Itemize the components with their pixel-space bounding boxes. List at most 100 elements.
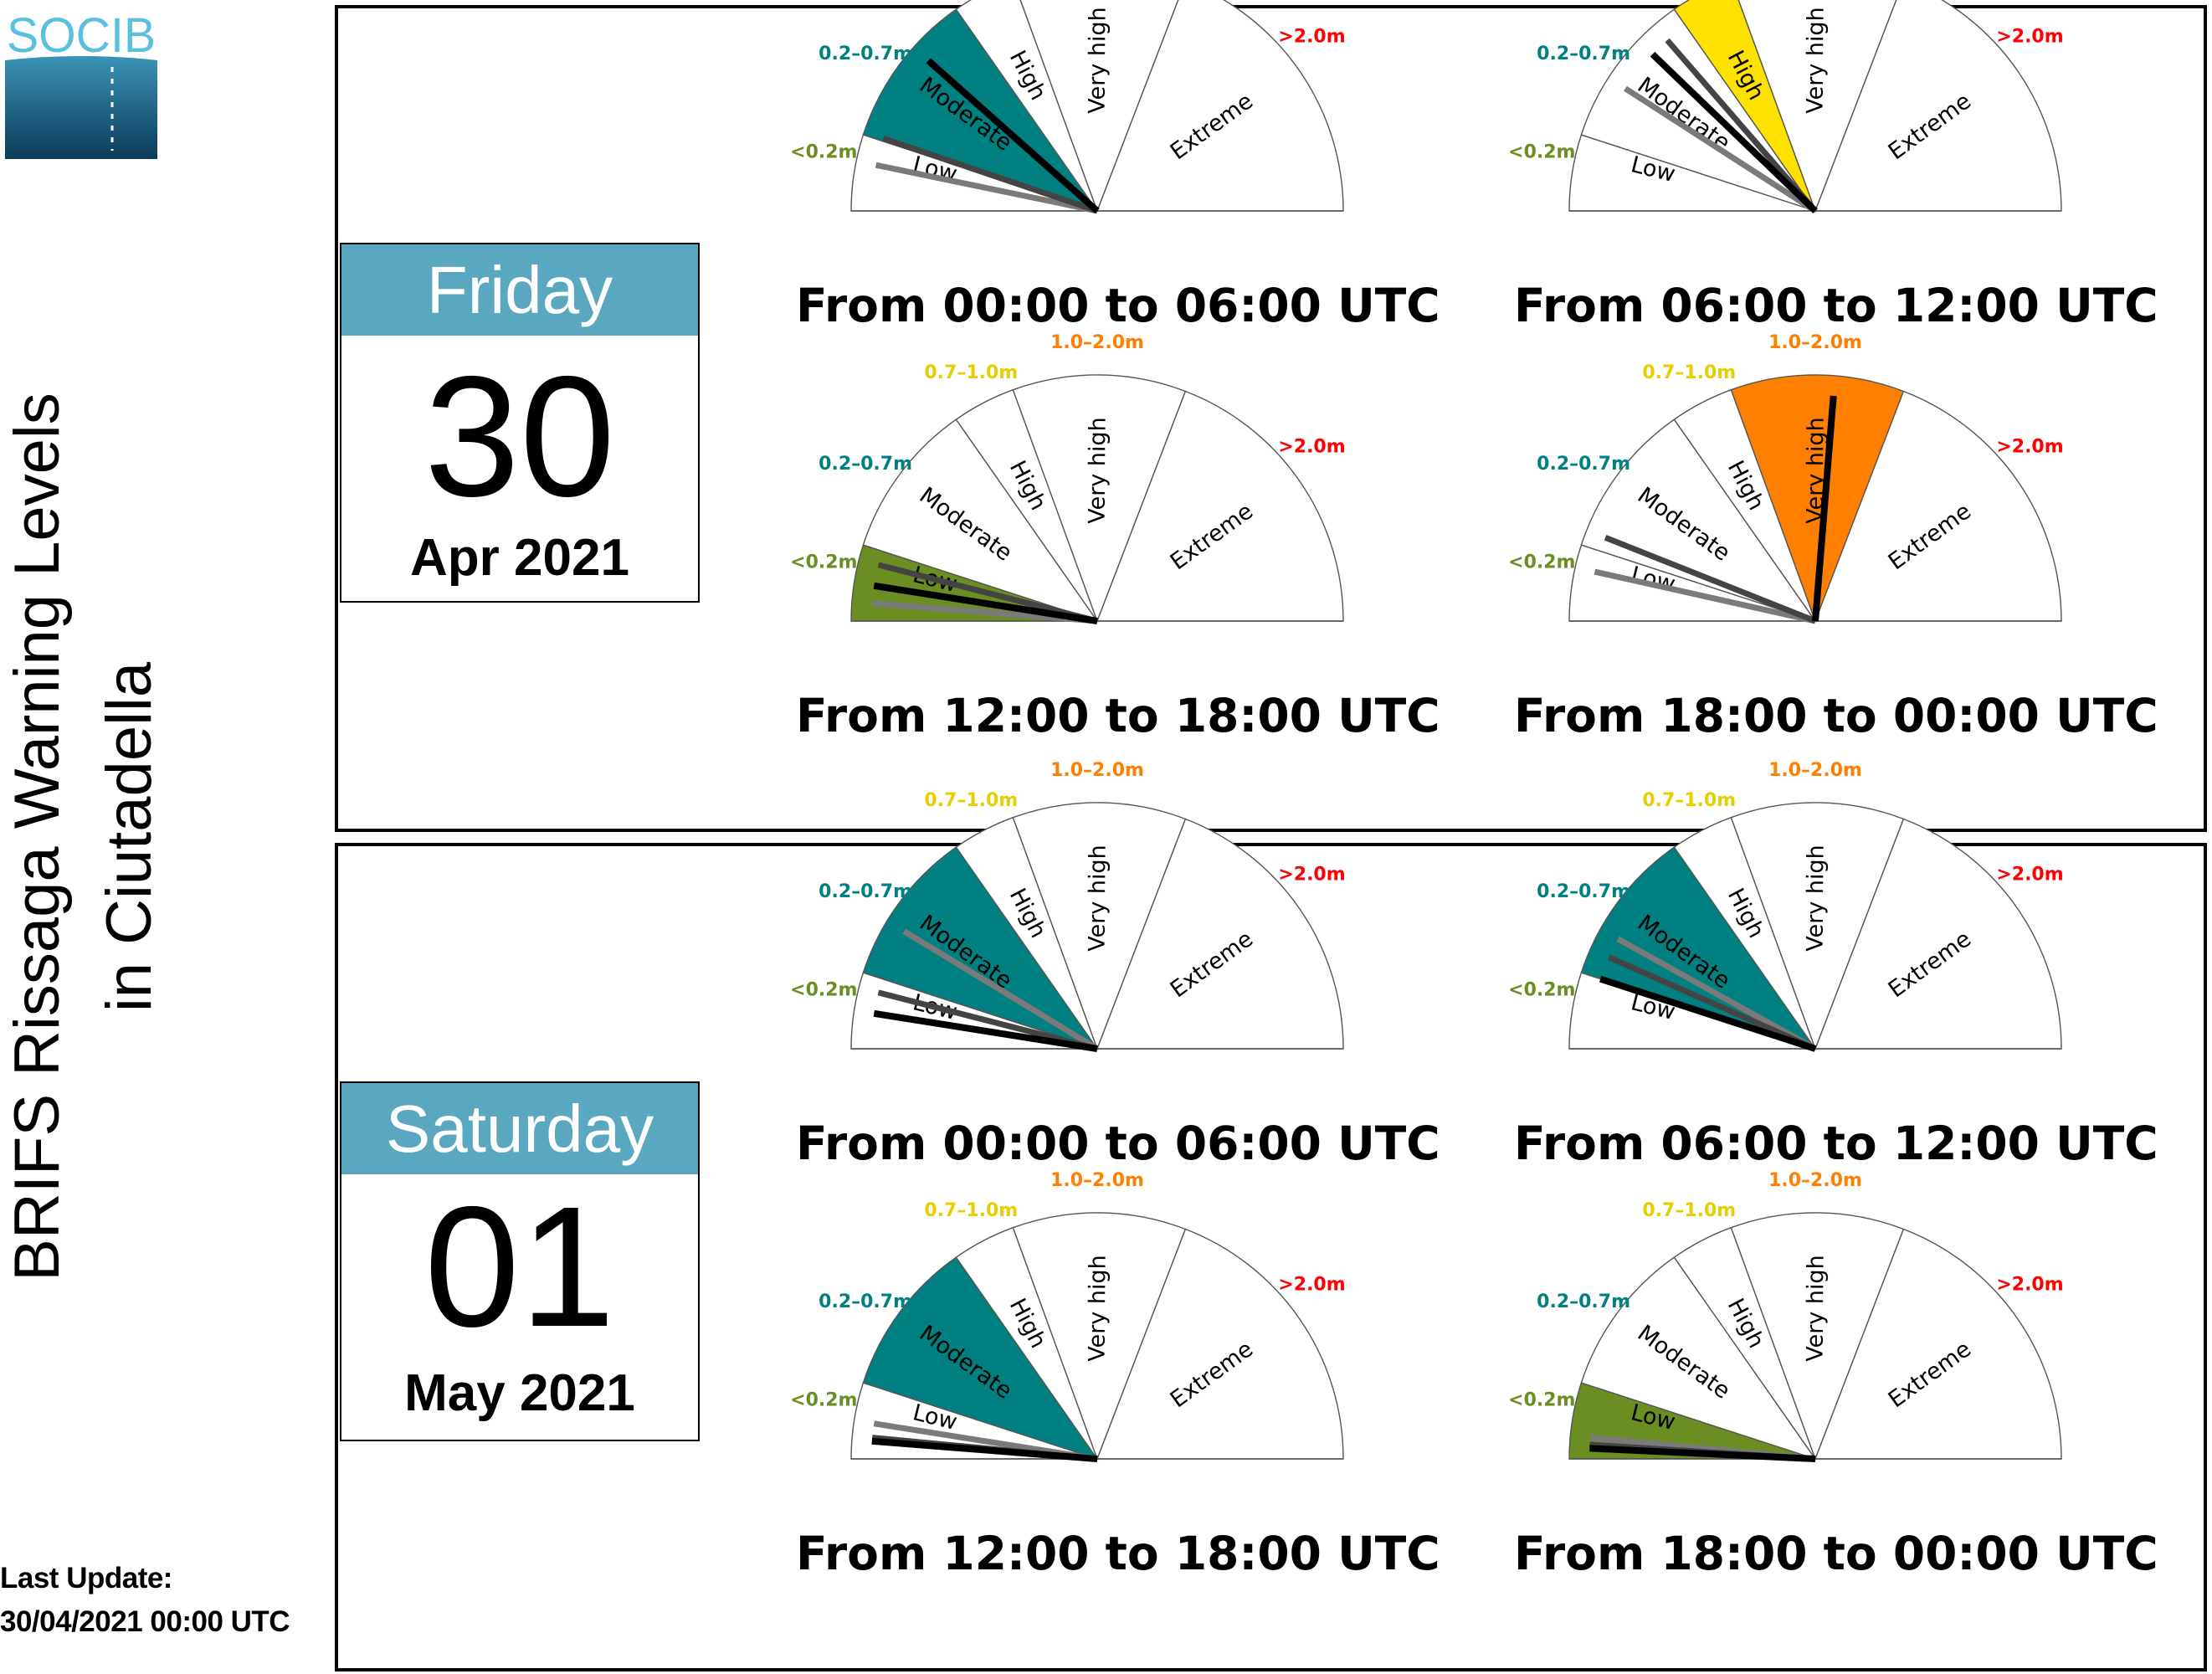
sector-very_high (1012, 374, 1187, 623)
period-label: From 18:00 to 00:00 UTC (1514, 689, 2158, 742)
weekday-header: Friday (341, 244, 698, 336)
title-line-2: in Ciutadella (94, 661, 165, 1013)
sector-moderate (862, 418, 1099, 623)
gauge-needle (875, 162, 1098, 214)
sector-very_high (1019, 0, 1179, 213)
threshold-label: 1.0–2.0m (1050, 332, 1144, 353)
socib-logo: SOCIB (5, 8, 157, 159)
threshold-label: 0.2–0.7m (1537, 881, 1630, 902)
threshold-label: 1.0–2.0m (1050, 760, 1144, 781)
threshold-label: <0.2m (790, 552, 857, 573)
threshold-label: >2.0m (1278, 436, 1345, 457)
sector-label-very_high: Very high (1803, 845, 1830, 952)
threshold-label: >2.0m (1278, 1274, 1345, 1295)
last-update-label: Last Update: (0, 1562, 172, 1594)
gauge-needle (1665, 38, 1818, 213)
sector-extreme (1814, 390, 2062, 622)
threshold-label: 0.2–0.7m (819, 881, 912, 902)
sector-high (955, 0, 1098, 212)
title-line-1: BRIFS Rissaga Warning Levels (2, 393, 73, 1281)
threshold-label: 1.0–2.0m (1768, 760, 1862, 781)
sector-extreme (1096, 1228, 1344, 1460)
threshold-label: >2.0m (1996, 1274, 2063, 1295)
threshold-label: <0.2m (1508, 552, 1575, 573)
gauge-needle (926, 58, 1100, 213)
period-label: From 12:00 to 18:00 UTC (796, 689, 1440, 742)
gauge-needle (1616, 936, 1817, 1052)
threshold-label: 0.2–0.7m (1537, 454, 1630, 475)
gauge-needle (1589, 1445, 1816, 1462)
last-update-value: 30/04/2021 00:00 UTC (0, 1605, 290, 1638)
sector-extreme (1814, 1228, 2062, 1460)
gauge-needle (1812, 395, 1837, 622)
threshold-label: 0.7–1.0m (924, 790, 1018, 811)
threshold-label: <0.2m (790, 980, 857, 1001)
threshold-label: 1.0–2.0m (1050, 1170, 1144, 1191)
gauge-needle (882, 135, 1099, 214)
sector-extreme (1814, 0, 2062, 212)
sector-very_high (1730, 802, 1905, 1050)
period-label: From 12:00 to 18:00 UTC (796, 1527, 1440, 1580)
gauge-needle (1594, 568, 1816, 624)
sector-label-very_high: Very high (1803, 1255, 1830, 1362)
date-card: Friday 30 Apr 2021 (340, 243, 700, 603)
period-label: From 00:00 to 06:00 UTC (796, 279, 1440, 332)
threshold-label: 0.2–0.7m (819, 1291, 912, 1312)
threshold-label: <0.2m (1508, 980, 1575, 1001)
threshold-label: >2.0m (1278, 26, 1345, 47)
period-label: From 18:00 to 00:00 UTC (1514, 1527, 2158, 1580)
sector-label-very_high: Very high (1085, 1255, 1111, 1362)
gauge-needle (877, 989, 1098, 1052)
month-year: Apr 2021 (410, 529, 629, 587)
threshold-label: 0.7–1.0m (924, 362, 1018, 383)
sector-label-very_high: Very high (1803, 7, 1830, 114)
sector-moderate (862, 846, 1099, 1050)
sector-moderate (1580, 418, 1817, 623)
day-number: 30 (423, 341, 616, 532)
sector-moderate (862, 1256, 1099, 1461)
threshold-label: 1.0–2.0m (1768, 1170, 1862, 1191)
gauge-needle (871, 1437, 1098, 1462)
threshold-label: 0.2–0.7m (819, 454, 912, 475)
threshold-label: <0.2m (1508, 1390, 1575, 1411)
threshold-label: >2.0m (1996, 864, 2063, 885)
day-number: 01 (423, 1171, 616, 1363)
threshold-label: >2.0m (1996, 26, 2063, 47)
sector-moderate (1580, 8, 1817, 213)
page-title: BRIFS Rissaga Warning Levels in Ciutadel… (0, 268, 209, 1406)
sector-very_high (1737, 0, 1897, 213)
gauge-needle (873, 582, 1098, 624)
sector-extreme (1096, 818, 1344, 1050)
threshold-label: 0.7–1.0m (924, 1200, 1018, 1221)
sector-high (1673, 0, 1816, 212)
sector-very_high (1730, 374, 1905, 623)
gauge-needle (877, 562, 1098, 624)
gauge-needle (1599, 975, 1817, 1052)
threshold-label: 0.7–1.0m (1642, 362, 1736, 383)
gauge-needle (873, 1009, 1098, 1052)
day-panel-1: Friday 30 Apr 2021 Low Moderate High Very h… (335, 0, 2207, 832)
sector-extreme (1096, 390, 1344, 622)
threshold-label: <0.2m (790, 1390, 857, 1411)
threshold-label: <0.2m (790, 142, 857, 163)
gauge-needle (1624, 85, 1817, 213)
sector-moderate (1580, 1256, 1817, 1461)
sector-label-very_high: Very high (1085, 7, 1111, 114)
period-label: From 00:00 to 06:00 UTC (796, 1117, 1440, 1170)
logo-text: SOCIB (7, 8, 156, 63)
threshold-label: 0.2–0.7m (1537, 1291, 1630, 1312)
sector-moderate (1580, 846, 1817, 1050)
sector-extreme (1096, 0, 1344, 212)
period-label: From 06:00 to 12:00 UTC (1514, 1117, 2158, 1170)
sector-very_high (1730, 1212, 1905, 1461)
sector-very_high (1012, 1212, 1187, 1461)
threshold-label: >2.0m (1278, 864, 1345, 885)
gauge-needle (1604, 534, 1817, 624)
sector-label-very_high: Very high (1085, 845, 1111, 952)
